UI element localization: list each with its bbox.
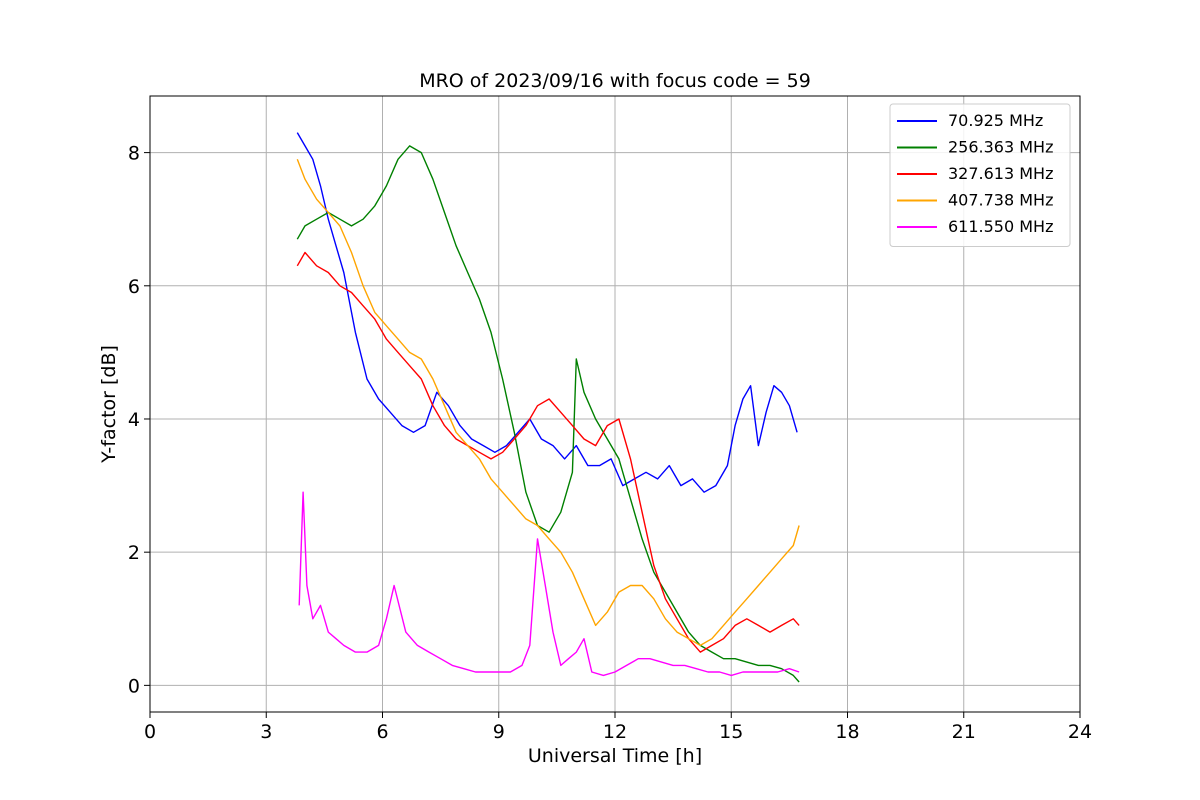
- y-tick-label: 4: [128, 409, 140, 431]
- series-line-1: [296, 145, 800, 683]
- x-tick-label: 6: [376, 721, 388, 743]
- x-tick-label: 0: [144, 721, 156, 743]
- legend-entry-label: 70.925 MHz: [948, 111, 1043, 130]
- x-tick-label: 15: [719, 721, 743, 743]
- y-axis-label: Y-factor [dB]: [98, 345, 120, 464]
- legend-entry-label: 327.613 MHz: [948, 164, 1053, 183]
- x-tick-label: 9: [493, 721, 505, 743]
- series-line-0: [296, 132, 798, 493]
- series-lines: [296, 132, 800, 683]
- series-line-4: [298, 491, 800, 677]
- legend-box: [889, 103, 1071, 247]
- x-tick-label: 3: [260, 721, 272, 743]
- x-tick-label: 12: [603, 721, 627, 743]
- series-line-2: [296, 251, 800, 653]
- y-tick-label: 8: [128, 143, 140, 165]
- x-tick-label: 21: [952, 721, 976, 743]
- y-tick-label: 2: [128, 542, 140, 564]
- chart-title: MRO of 2023/09/16 with focus code = 59: [419, 70, 811, 92]
- y-tick-label: 6: [128, 276, 140, 298]
- legend-entry-label: 407.738 MHz: [948, 191, 1053, 210]
- y-tick-label: 0: [128, 675, 140, 697]
- x-axis-label: Universal Time [h]: [528, 745, 702, 767]
- x-tick-label: 18: [835, 721, 859, 743]
- x-tick-label: 24: [1068, 721, 1092, 743]
- legend: 70.925 MHz 256.363 MHz 327.613 MHz 407.738 …: [889, 103, 1071, 247]
- series-line-3: [296, 159, 800, 647]
- legend-entry-label: 611.550 MHz: [948, 217, 1053, 236]
- legend-entry-label: 256.363 MHz: [948, 138, 1053, 157]
